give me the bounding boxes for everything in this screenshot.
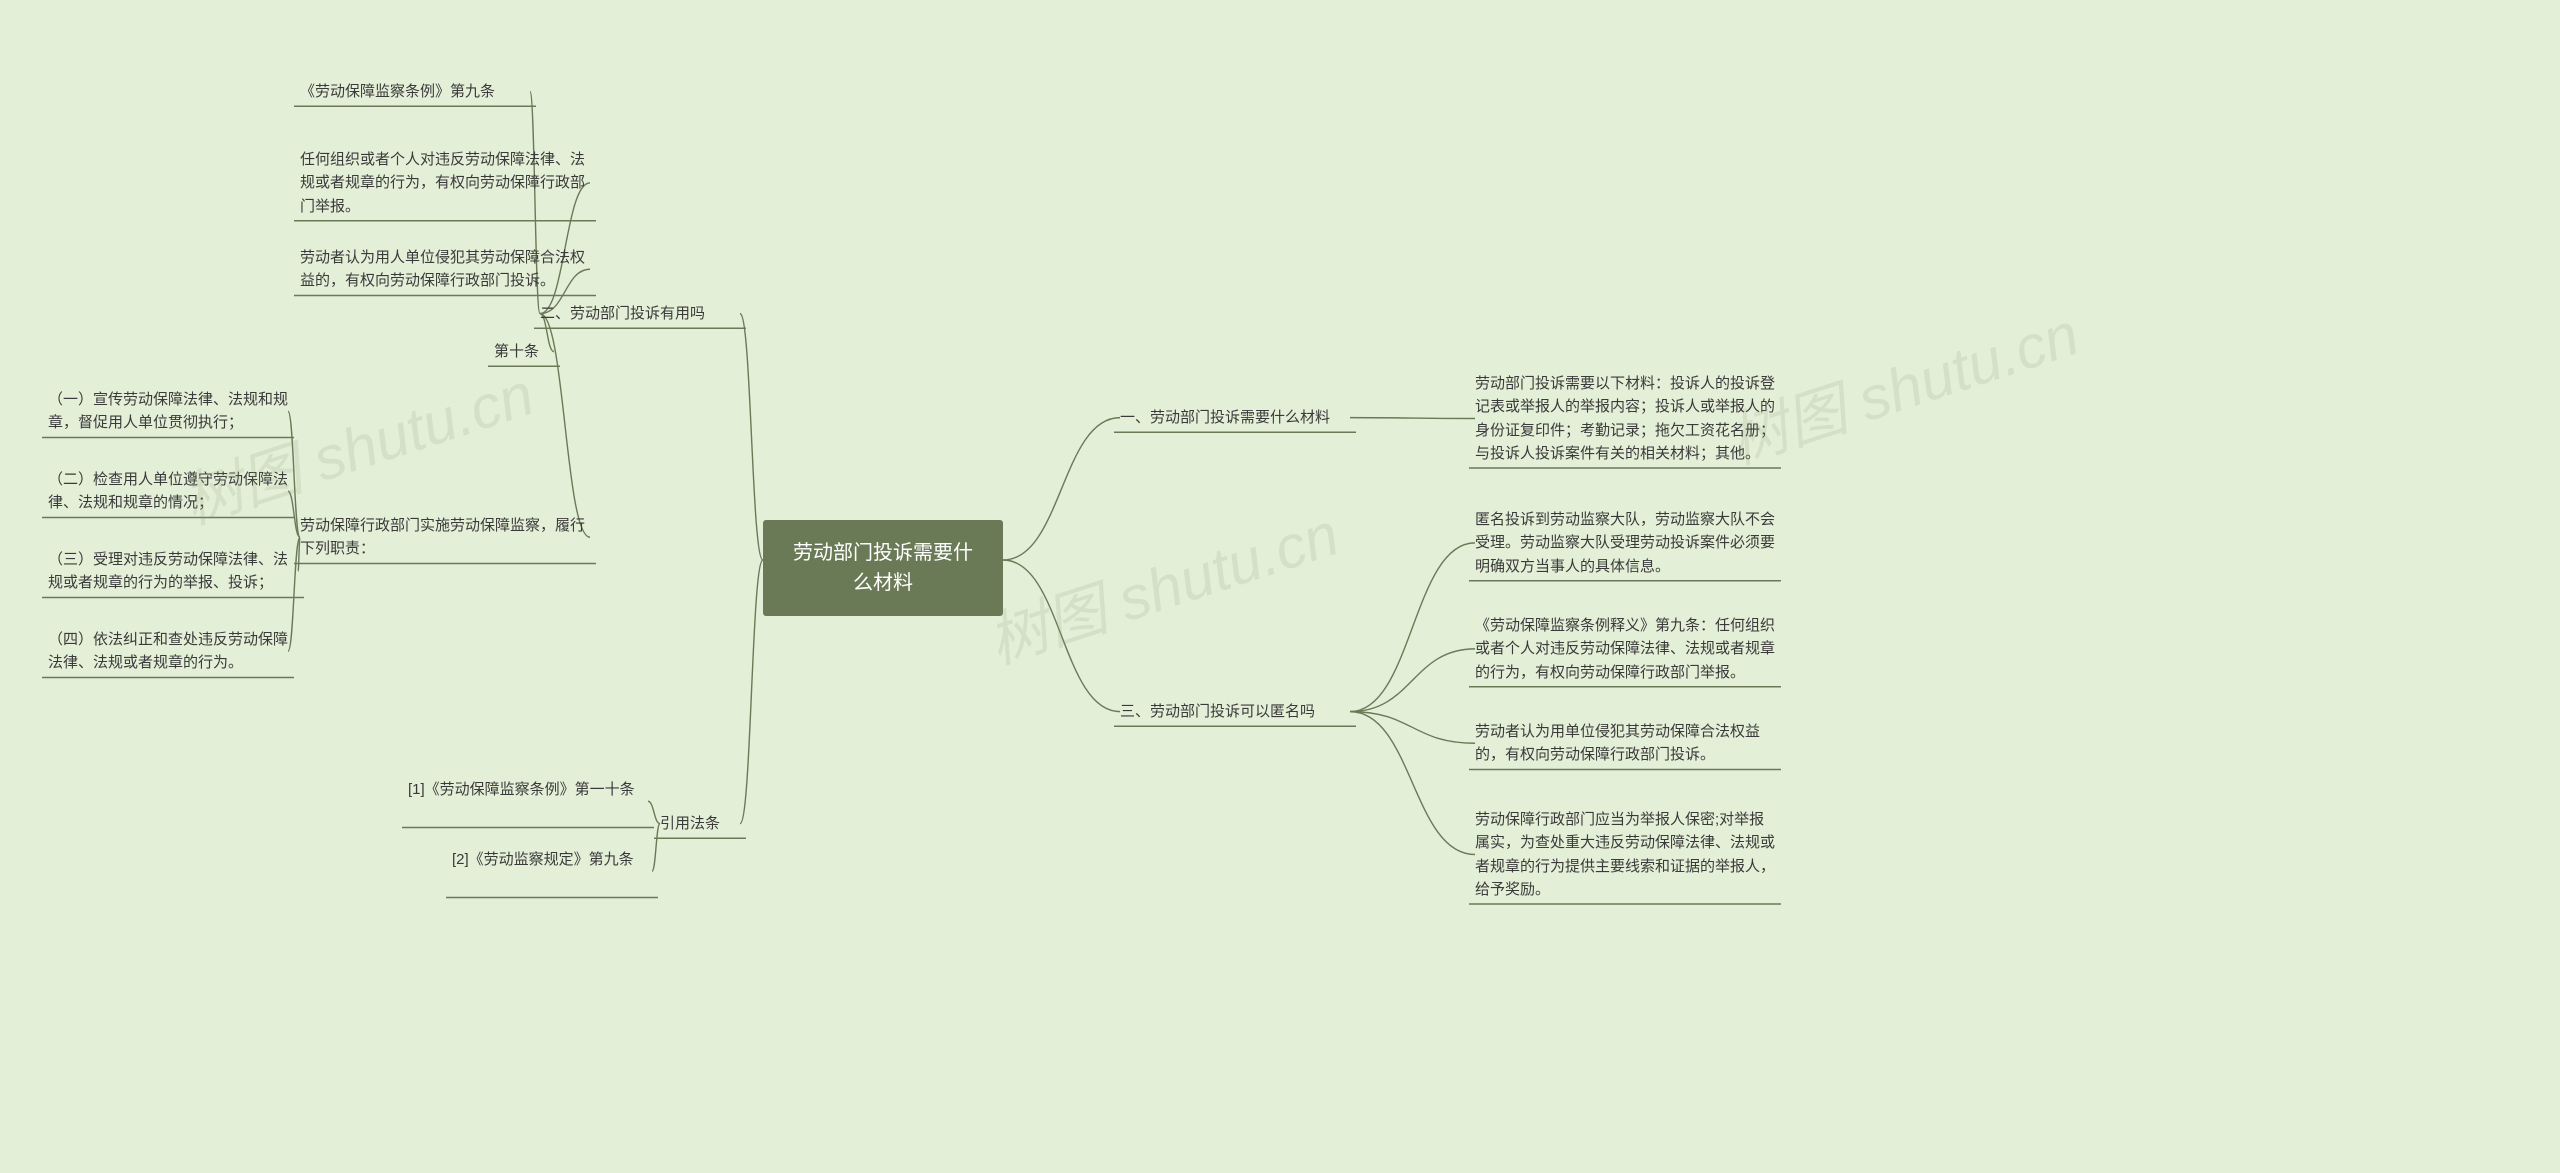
mindmap-node[interactable]: 劳动保障行政部门实施劳动保障监察，履行下列职责： <box>300 514 590 561</box>
mindmap-node[interactable]: 任何组织或者个人对违反劳动保障法律、法规或者规章的行为，有权向劳动保障行政部门举… <box>300 148 590 218</box>
edge <box>1350 418 1475 419</box>
mindmap-node[interactable]: （一）宣传劳动保障法律、法规和规章，督促用人单位贯彻执行； <box>48 388 288 435</box>
edge <box>288 491 300 537</box>
mindmap-node[interactable]: 劳动部门投诉需要以下材料：投诉人的投诉登记表或举报人的举报内容；投诉人或举报人的… <box>1475 372 1775 465</box>
mindmap-node[interactable]: 一、劳动部门投诉需要什么材料 <box>1120 406 1330 429</box>
mindmap-node[interactable]: [2]《劳动监察规定》第九条 <box>452 848 634 871</box>
mindmap-node[interactable]: （三）受理对违反劳动保障法律、法规或者规章的行为的举报、投诉； <box>48 548 298 595</box>
mindmap-node[interactable]: （四）依法纠正和查处违反劳动保障法律、法规或者规章的行为。 <box>48 628 288 675</box>
edge <box>1350 649 1475 712</box>
watermark: 树图 shutu.cn <box>975 486 1348 681</box>
edge <box>1350 712 1475 855</box>
mindmap-node[interactable]: 引用法条 <box>660 812 720 835</box>
edge <box>1350 712 1475 744</box>
mindmap-node[interactable]: 劳动者认为用人单位侵犯其劳动保障合法权益的，有权向劳动保障行政部门投诉。 <box>300 246 590 293</box>
mindmap-node[interactable]: 劳动者认为用单位侵犯其劳动保障合法权益的，有权向劳动保障行政部门投诉。 <box>1475 720 1775 767</box>
root-label: 劳动部门投诉需要什么材料 <box>793 542 973 594</box>
mindmap-node[interactable]: [1]《劳动保障监察条例》第一十条 <box>408 778 635 801</box>
mindmap-node[interactable]: 《劳动保障监察条例》第九条 <box>300 80 495 103</box>
mindmap-node[interactable]: 第十条 <box>494 340 539 363</box>
edge <box>1003 560 1120 712</box>
edge <box>1350 543 1475 712</box>
edge <box>1003 418 1120 560</box>
root-node[interactable]: 劳动部门投诉需要什么材料 <box>763 520 1003 616</box>
edge <box>740 560 763 824</box>
mindmap-node[interactable]: 劳动保障行政部门应当为举报人保密;对举报属实，为查处重大违反劳动保障法律、法规或… <box>1475 808 1775 901</box>
edge <box>652 824 660 872</box>
mindmap-node[interactable]: 匿名投诉到劳动监察大队，劳动监察大队不会受理。劳动监察大队受理劳动投诉案件必须要… <box>1475 508 1775 578</box>
mindmap-node[interactable]: 《劳动保障监察条例释义》第九条：任何组织或者个人对违反劳动保障法律、法规或者规章… <box>1475 614 1775 684</box>
mindmap-node[interactable]: 二、劳动部门投诉有用吗 <box>540 302 705 325</box>
edge <box>540 314 590 538</box>
edge <box>740 314 763 560</box>
edge <box>288 411 300 537</box>
edge <box>648 801 660 823</box>
mindmap-node[interactable]: （二）检查用人单位遵守劳动保障法律、法规和规章的情况； <box>48 468 288 515</box>
mindmap-node[interactable]: 三、劳动部门投诉可以匿名吗 <box>1120 700 1315 723</box>
